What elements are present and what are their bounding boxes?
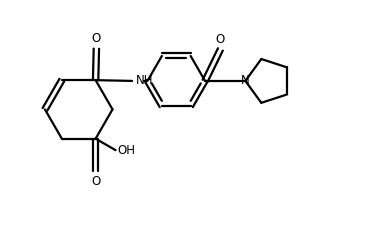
Text: O: O (216, 33, 225, 46)
Text: N: N (241, 74, 250, 87)
Text: O: O (91, 175, 100, 188)
Text: OH: OH (117, 144, 135, 157)
Text: NH: NH (136, 74, 154, 87)
Text: O: O (92, 32, 101, 45)
